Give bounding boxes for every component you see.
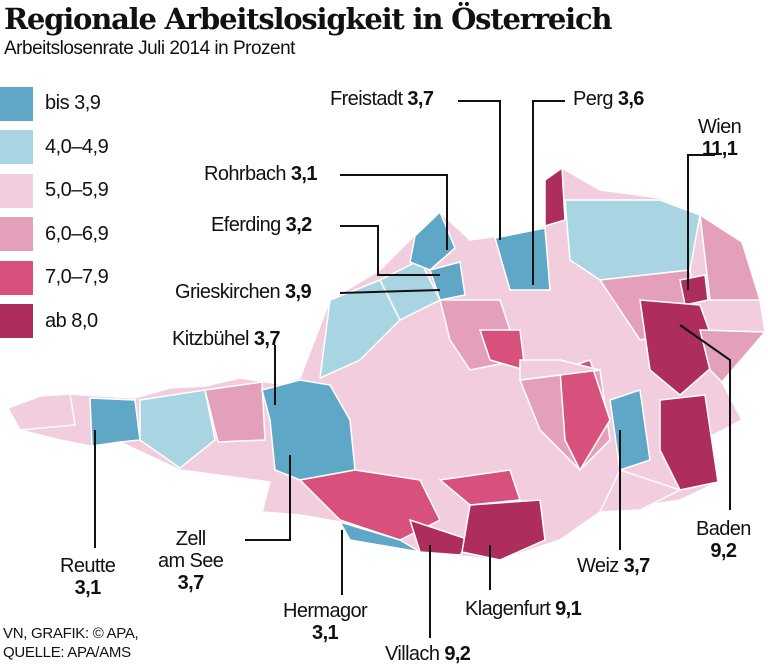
region-freistadt-perg xyxy=(494,227,551,291)
label-kitzbuehel: Kitzbühel 3,7 xyxy=(172,328,280,350)
region-wien xyxy=(679,274,709,306)
legend-label: ab 8,0 xyxy=(45,309,98,332)
label-hermagor: Hermagor 3,1 xyxy=(283,600,368,644)
legend-label: 5,0–5,9 xyxy=(45,179,109,202)
region-vorarlberg xyxy=(6,393,76,431)
region-carinthia-mid xyxy=(438,469,522,506)
legend-swatch xyxy=(0,173,33,208)
legend-swatch xyxy=(0,217,33,252)
region-reutte xyxy=(89,397,141,447)
label-villach: Villach 9,2 xyxy=(385,643,471,665)
credit: VN, GRAFIK: © APA, QUELLE: APA/AMS xyxy=(3,625,139,661)
region-rohrbach xyxy=(409,210,456,271)
legend-label: 7,0–7,9 xyxy=(45,266,109,289)
label-perg: Perg 3,6 xyxy=(573,88,644,110)
region-styria-north xyxy=(519,359,601,381)
region-villach xyxy=(408,518,472,556)
legend-item: 6,0–6,9 xyxy=(0,213,109,257)
legend-label: bis 3,9 xyxy=(45,92,101,115)
leader-baden xyxy=(679,324,731,510)
legend: bis 3,9 4,0–4,9 5,0–5,9 6,0–6,9 7,0–7,9 … xyxy=(0,82,109,344)
leader-eferding xyxy=(340,225,440,276)
legend-item: ab 8,0 xyxy=(0,300,108,344)
region-waldviertel xyxy=(564,199,701,281)
region-spittal xyxy=(298,469,442,541)
region-gmuend xyxy=(544,166,566,228)
region-klagenfurt xyxy=(461,499,546,561)
legend-item: 7,0–7,9 xyxy=(0,256,109,300)
legend-swatch xyxy=(0,86,33,121)
legend-swatch xyxy=(0,260,33,295)
leader-rohrbach xyxy=(340,174,448,250)
legend-label: 4,0–4,9 xyxy=(45,135,109,158)
region-innsbruck xyxy=(204,381,266,443)
label-baden: Baden 9,2 xyxy=(696,518,751,562)
label-grieskirchen: Grieskirchen 3,9 xyxy=(175,281,312,303)
page-title: Regionale Arbeitslosigkeit in Österreich xyxy=(4,2,613,36)
legend-label: 6,0–6,9 xyxy=(45,222,109,245)
label-weiz: Weiz 3,7 xyxy=(577,555,650,577)
legend-swatch xyxy=(0,304,33,339)
region-weinviertel xyxy=(699,213,762,301)
legend-item: 4,0–4,9 xyxy=(0,126,109,170)
label-rohrbach: Rohrbach 3,1 xyxy=(204,163,318,185)
leader-freistadt xyxy=(458,100,501,240)
subtitle: Arbeitslosenrate Juli 2014 in Prozent xyxy=(4,38,295,59)
region-leoben xyxy=(559,359,611,472)
legend-swatch xyxy=(0,130,33,165)
region-salzburg xyxy=(319,279,401,380)
legend-item: 5,0–5,9 xyxy=(0,169,109,213)
region-oberwart xyxy=(659,394,719,491)
region-tirol-west xyxy=(139,389,216,469)
leader-wien xyxy=(687,154,715,290)
label-reutte: Reutte 3,1 xyxy=(60,555,116,599)
leader-grieskirchen xyxy=(339,289,441,294)
leader-zell xyxy=(245,455,291,541)
label-klagenfurt: Klagenfurt 9,1 xyxy=(465,598,582,620)
legend-item: bis 3,9 xyxy=(0,82,108,126)
region-burgenland-north xyxy=(699,329,767,384)
leader-perg xyxy=(532,100,565,285)
label-freistadt: Freistadt 3,7 xyxy=(330,88,434,110)
label-zell-am-see: Zell am See 3,7 xyxy=(158,528,224,594)
region-baden xyxy=(639,299,721,396)
label-wien: Wien 11,1 xyxy=(698,116,742,160)
label-eferding: Eferding 3,2 xyxy=(211,214,312,236)
